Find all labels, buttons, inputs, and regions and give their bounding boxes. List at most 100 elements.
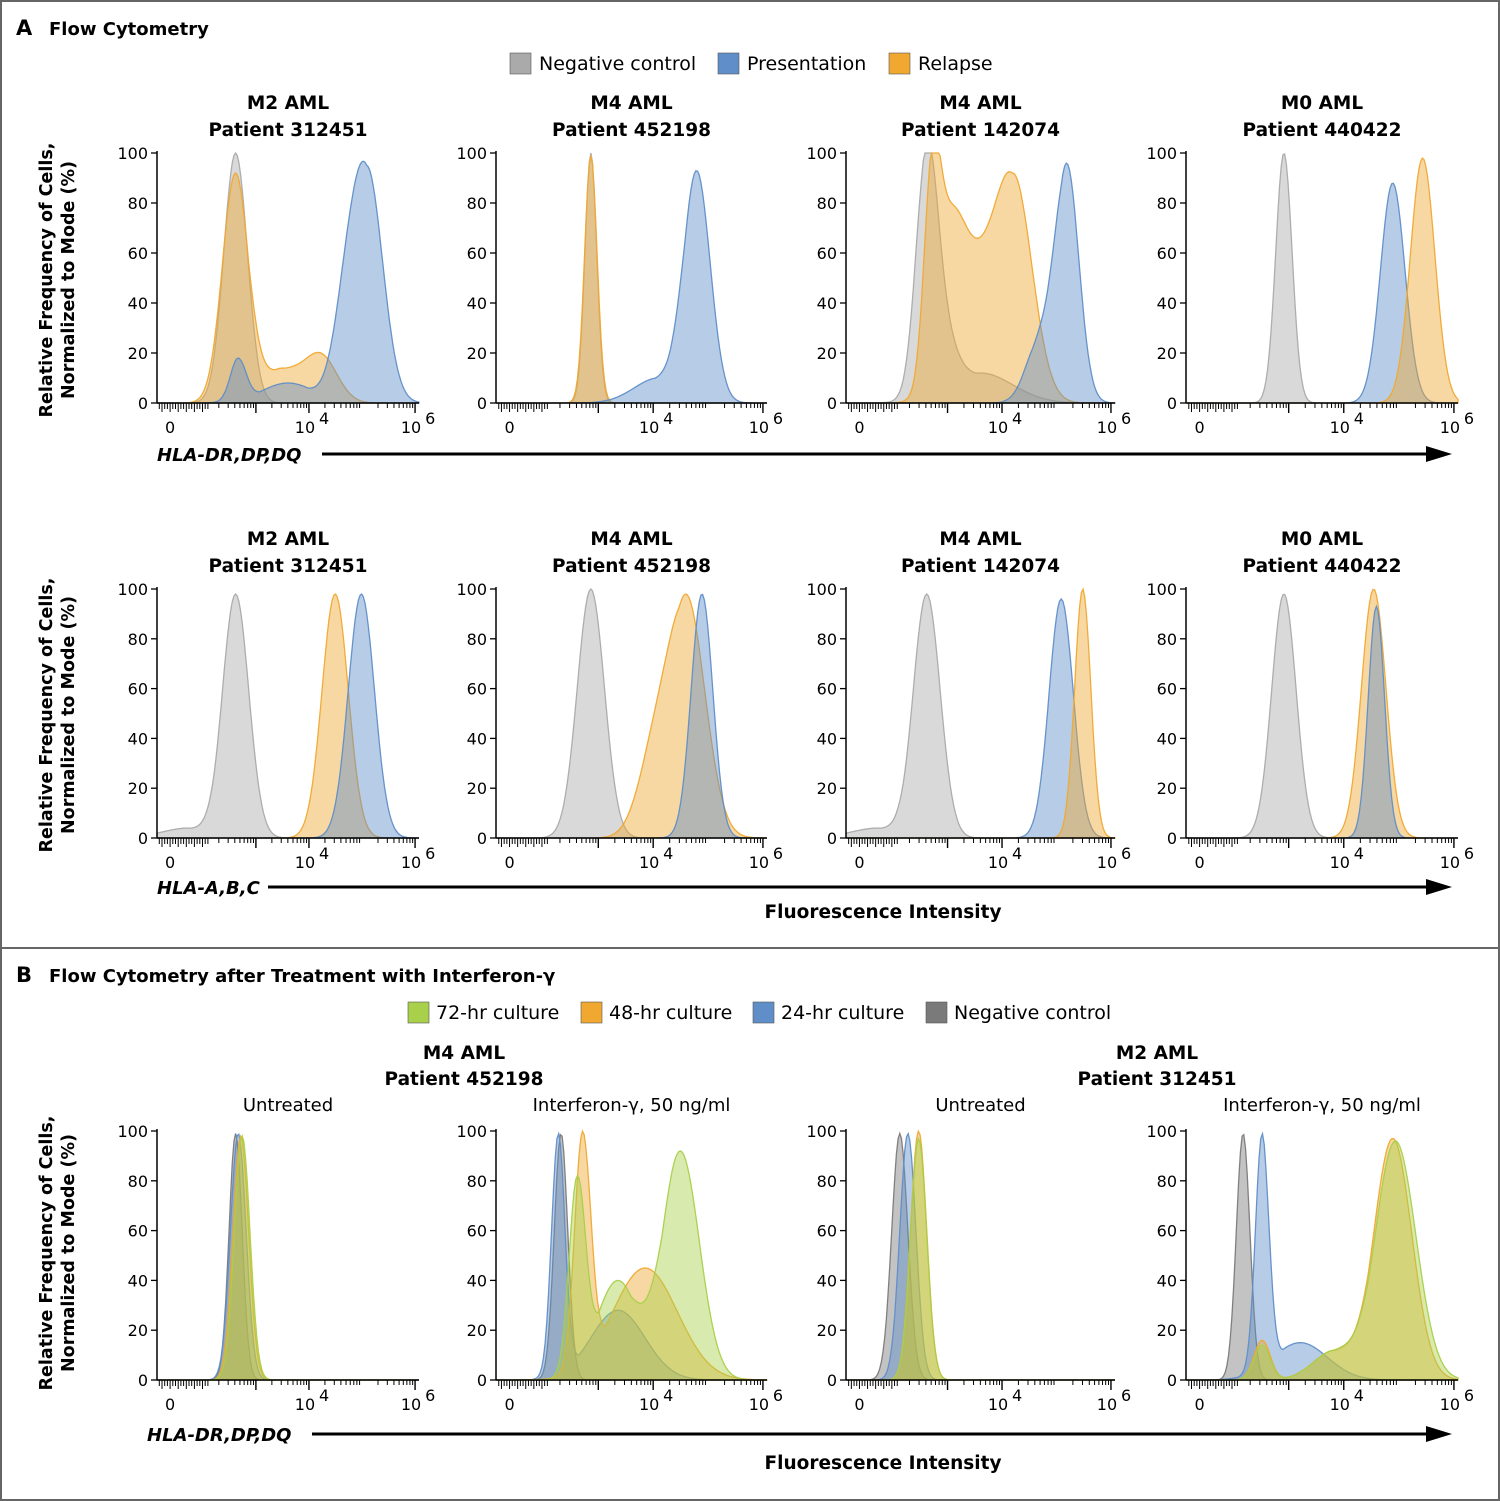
y-axis-label-b-line1: Relative Frequency of Cells, (37, 1116, 57, 1391)
group-title-b2-line1: M2 AML (1116, 1043, 1198, 1064)
histogram-series-h72 (1186, 1140, 1459, 1381)
x-tick-label: 0 (1195, 1395, 1205, 1414)
x-tick-label: 0 (854, 853, 864, 872)
legend-label-48hr: 48-hr culture (609, 1002, 732, 1024)
histogram-series-relapse (496, 155, 767, 404)
y-tick-label: 80 (817, 194, 837, 213)
legend-swatch-negative-control (509, 52, 532, 75)
y-tick-label: 40 (817, 1271, 837, 1290)
panel-subtitle: Interferon-γ, 50 ng/ml (1223, 1095, 1421, 1116)
x-tick-label: 10 (401, 1395, 421, 1414)
x-tick-label: 10 (295, 853, 315, 872)
x-tick-label: 0 (165, 418, 175, 437)
y-tick-label: 80 (817, 1172, 837, 1191)
panel-title-line2: Patient 440422 (1243, 556, 1402, 577)
y-tick-label: 60 (1157, 680, 1177, 699)
y-tick-label: 20 (128, 1321, 148, 1340)
y-tick-label: 0 (1167, 394, 1177, 413)
x-tick-label: 10 (988, 853, 1008, 872)
histogram-series-negB (846, 1131, 1115, 1381)
x-tick-label: 10 (1097, 1395, 1117, 1414)
y-tick-label: 40 (1157, 294, 1177, 313)
y-tick-label: 20 (817, 779, 837, 798)
histogram-series-h48 (157, 1134, 419, 1381)
y-tick-label: 0 (827, 394, 837, 413)
y-tick-label: 20 (1157, 779, 1177, 798)
x-tick-exponent: 4 (319, 409, 329, 428)
x-tick-exponent: 6 (425, 844, 435, 863)
y-tick-label: 40 (817, 294, 837, 313)
x-tick-label: 0 (1195, 418, 1205, 437)
panel-title-line1: M4 AML (939, 529, 1021, 550)
group-title-b2-line2: Patient 312451 (1078, 1069, 1237, 1090)
x-tick-exponent: 4 (1012, 844, 1022, 863)
x-tick-label: 10 (988, 418, 1008, 437)
panel-subtitle: Untreated (243, 1095, 333, 1116)
histogram-series-presentation (157, 160, 420, 404)
x-tick-exponent: 4 (1012, 1386, 1022, 1405)
marker-arrow-b-head (1426, 1426, 1452, 1442)
y-tick-label: 60 (467, 244, 487, 263)
x-tick-exponent: 4 (1354, 409, 1364, 428)
panel-title-line1: M0 AML (1281, 93, 1363, 114)
y-tick-label: 100 (117, 580, 148, 599)
marker-arrow-a2-head (1426, 879, 1452, 895)
y-axis-label-a1-line1: Relative Frequency of Cells, (37, 143, 57, 418)
x-tick-exponent: 6 (1121, 1386, 1131, 1405)
section-a-legend: Negative control Presentation Relapse (509, 52, 993, 75)
x-tick-label: 0 (165, 1395, 175, 1414)
y-tick-label: 60 (128, 1222, 148, 1241)
y-tick-label: 100 (456, 1122, 487, 1141)
y-tick-label: 100 (117, 144, 148, 163)
x-tick-exponent: 6 (1121, 844, 1131, 863)
y-tick-label: 40 (467, 1271, 487, 1290)
y-axis-label-b-line2: Normalized to Mode (%) (59, 1134, 79, 1372)
y-tick-label: 60 (128, 244, 148, 263)
histogram-series-negative (1186, 593, 1458, 839)
y-tick-label: 0 (1167, 1371, 1177, 1390)
x-tick-label: 10 (749, 1395, 769, 1414)
group-title-b1-line2: Patient 452198 (385, 1069, 544, 1090)
histogram-series-negative (496, 152, 767, 404)
y-tick-label: 100 (117, 1122, 148, 1141)
legend-label-24hr: 24-hr culture (781, 1002, 904, 1024)
legend-label-presentation: Presentation (747, 53, 866, 75)
section-b-letter: B (16, 963, 32, 987)
x-tick-exponent: 4 (1354, 1386, 1364, 1405)
x-tick-exponent: 6 (425, 409, 435, 428)
histogram-series-relapse (1186, 588, 1458, 839)
y-tick-label: 0 (477, 394, 487, 413)
y-tick-label: 40 (817, 729, 837, 748)
y-tick-label: 100 (1146, 1122, 1177, 1141)
x-tick-label: 10 (1097, 853, 1117, 872)
x-tick-exponent: 6 (773, 409, 783, 428)
x-tick-label: 0 (1195, 853, 1205, 872)
panel-title-line1: M4 AML (590, 93, 672, 114)
y-tick-label: 0 (138, 1371, 148, 1390)
y-tick-label: 60 (467, 680, 487, 699)
panel-subtitle: Untreated (935, 1095, 1025, 1116)
x-tick-exponent: 4 (663, 409, 673, 428)
y-tick-label: 80 (128, 194, 148, 213)
histogram-series-relapse (846, 587, 1116, 839)
y-tick-label: 20 (817, 1321, 837, 1340)
y-tick-label: 0 (1167, 829, 1177, 848)
y-tick-label: 20 (467, 1321, 487, 1340)
histogram-series-presentation (1186, 604, 1458, 839)
panel-title-line2: Patient 452198 (552, 556, 711, 577)
x-tick-exponent: 4 (663, 1386, 673, 1405)
panel-title-line1: M4 AML (590, 529, 672, 550)
histogram-series-relapse (496, 593, 767, 839)
histogram-series-presentation (157, 593, 419, 839)
x-tick-label: 10 (1330, 418, 1350, 437)
y-tick-label: 40 (1157, 1271, 1177, 1290)
x-tick-label: 10 (1330, 853, 1350, 872)
legend-swatch-negative-control-b (925, 1001, 948, 1024)
x-tick-label: 10 (639, 1395, 659, 1414)
y-tick-label: 20 (1157, 344, 1177, 363)
y-tick-label: 0 (138, 829, 148, 848)
group-title-b1-line1: M4 AML (423, 1043, 505, 1064)
